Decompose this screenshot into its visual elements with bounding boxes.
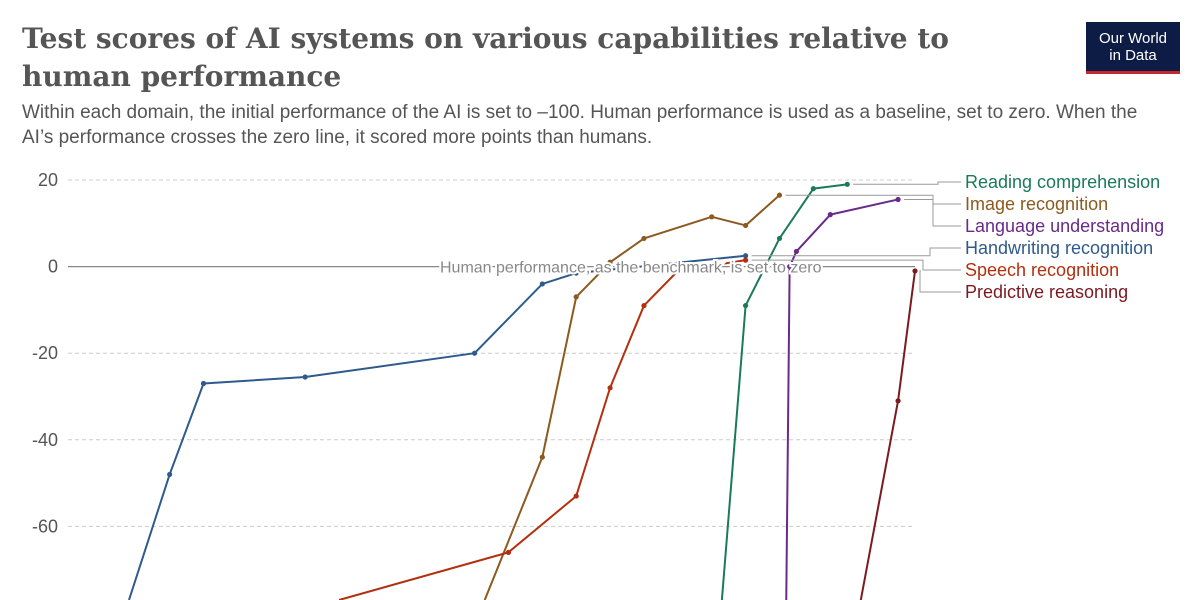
chart-subtitle: Within each domain, the initial performa… [22, 102, 1138, 148]
series-line [720, 183, 848, 600]
legend-label: Handwriting recognition [965, 238, 1153, 258]
data-point [787, 263, 793, 270]
data-point [709, 214, 715, 220]
our-world-in-data-logo[interactable]: Our World in Data [1086, 22, 1180, 74]
legend-label: Image recognition [965, 194, 1108, 214]
logo-line-2: in Data [1109, 47, 1157, 64]
data-point [573, 270, 579, 276]
legend-connector [853, 181, 961, 185]
data-point [539, 281, 545, 287]
data-point [743, 302, 749, 309]
data-point [573, 294, 579, 300]
data-point [810, 186, 816, 192]
data-point [743, 257, 749, 263]
data-point [793, 248, 800, 255]
data-point [505, 549, 512, 555]
data-point [912, 268, 918, 274]
legend-label: Speech recognition [965, 260, 1119, 280]
data-point [776, 192, 783, 198]
legend-connector [919, 270, 961, 293]
data-point [895, 196, 901, 203]
series-line [483, 194, 781, 600]
data-point [675, 268, 681, 274]
data-point [641, 235, 647, 242]
y-tick-label: 20 [38, 170, 58, 190]
chart-title: Test scores of AI systems on various cap… [22, 22, 949, 93]
y-tick-label: 0 [48, 257, 58, 277]
data-point [743, 222, 749, 229]
data-point [471, 350, 478, 356]
data-point [827, 212, 833, 218]
legend-connector [785, 194, 961, 205]
data-point [607, 259, 613, 265]
data-point [844, 181, 850, 187]
data-point [302, 374, 308, 380]
baseline-annotation: Human performance, as the benchmark, is … [440, 260, 822, 277]
legend-label: Language understanding [965, 216, 1164, 236]
y-tick-label: -20 [32, 343, 58, 363]
data-point [776, 235, 783, 242]
y-tick-label: -60 [32, 516, 58, 536]
data-point [573, 493, 579, 499]
data-point [743, 253, 749, 259]
y-tick-label: -40 [32, 430, 58, 450]
legend-label: Predictive reasoning [965, 282, 1128, 302]
series-line [338, 259, 746, 600]
data-point [895, 398, 901, 404]
logo-line-1: Our World [1098, 30, 1168, 47]
data-point [607, 385, 613, 391]
legend-connector [751, 247, 961, 257]
legend-connector [751, 259, 961, 271]
data-point [641, 302, 647, 309]
series-line [128, 254, 746, 600]
data-point [167, 471, 173, 478]
legend-label: Reading comprehension [965, 172, 1160, 192]
series-line [859, 270, 916, 600]
legend-connector [904, 199, 961, 227]
data-point [200, 380, 207, 387]
data-point [539, 454, 545, 460]
